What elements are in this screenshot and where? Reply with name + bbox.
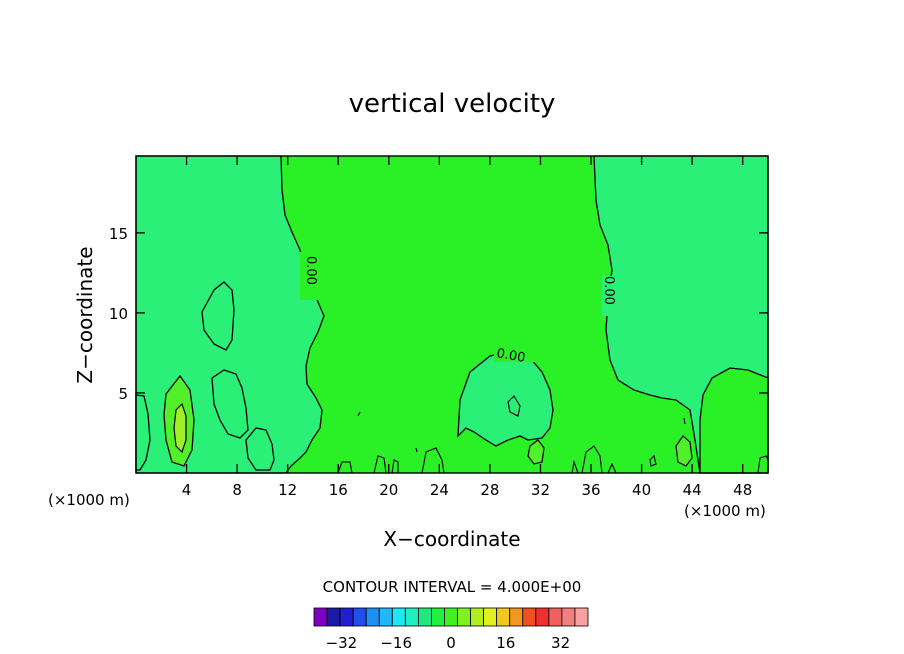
colorbar-swatch	[535, 607, 550, 627]
colorbar	[313, 607, 589, 627]
colorbar-swatch	[561, 607, 576, 627]
colorbar-swatch	[404, 607, 419, 627]
surface-cells	[337, 395, 769, 474]
colorbar-tick-label: 32	[551, 634, 570, 652]
contour-labels: 0.00 0.00 0.00	[300, 252, 622, 366]
plot-area: 0.00 0.00 0.00	[135, 155, 769, 474]
surface-cell	[757, 455, 769, 474]
x-tick-label: 32	[531, 481, 550, 499]
colorbar-swatch	[352, 607, 367, 627]
x-tick-label: 36	[581, 481, 600, 499]
x-tick-label: 12	[278, 481, 297, 499]
surface-cell	[581, 445, 603, 474]
colorbar-ticks: −32 −16 0 16 32	[326, 634, 571, 652]
colorbar-swatch	[378, 607, 393, 627]
colorbar-swatch	[313, 607, 328, 627]
y-axis-label: Z−coordinate	[73, 246, 97, 383]
y-axis: 5 10 15	[109, 225, 768, 403]
contour-interval-text: CONTOUR INTERVAL = 4.000E+00	[323, 578, 582, 596]
x-tick-label: 20	[379, 481, 398, 499]
colorbar-swatch	[326, 607, 341, 627]
x-unit-left: (×1000 m)	[48, 491, 130, 509]
colorbar-tick-label: 0	[446, 634, 456, 652]
colorbar-swatch	[509, 607, 524, 627]
colorbar-swatch	[339, 607, 354, 627]
colorbar-tick-label: 16	[496, 634, 515, 652]
colorbar-swatch	[496, 607, 511, 627]
surface-cell	[683, 417, 686, 425]
colorbar-swatch	[470, 607, 485, 627]
colorbar-swatch	[431, 607, 445, 627]
colorbar-tick-label: −16	[380, 634, 412, 652]
negative-region-blob	[201, 281, 235, 351]
contour-label: 0.00	[601, 276, 616, 305]
colorbar-swatch	[417, 607, 432, 627]
surface-cell	[337, 461, 353, 474]
colorbar-swatch	[365, 607, 380, 627]
x-axis: 4 8 12 16 20 24 28 32 36 40 44 48	[182, 156, 752, 499]
x-tick-label: 28	[480, 481, 499, 499]
surface-cell	[373, 455, 387, 474]
negative-region-blob	[245, 427, 275, 471]
colorbar-swatch	[522, 607, 537, 627]
negative-region-middle	[457, 351, 554, 447]
x-tick-label: 24	[430, 481, 449, 499]
surface-cell	[571, 459, 579, 474]
colorbar-swatch	[574, 607, 589, 627]
surface-cell	[507, 395, 521, 417]
x-tick-label: 16	[329, 481, 348, 499]
positive-region-right-bump	[699, 367, 769, 474]
x-tick-label: 48	[733, 481, 752, 499]
x-tick-label: 44	[683, 481, 702, 499]
colorbar-swatch	[444, 607, 458, 627]
surface-cell	[649, 454, 657, 467]
x-tick-label: 4	[182, 481, 192, 499]
positive-region-middle	[527, 439, 545, 465]
x-unit-right: (×1000 m)	[684, 502, 766, 520]
positive-region-core	[173, 402, 187, 454]
y-tick-label: 15	[109, 225, 128, 243]
x-tick-label: 8	[232, 481, 242, 499]
colorbar-swatch	[483, 607, 498, 627]
colorbar-swatch	[548, 607, 563, 627]
y-tick-label: 10	[109, 305, 128, 323]
y-tick-label: 5	[118, 385, 128, 403]
surface-cell	[421, 447, 445, 474]
surface-cell	[391, 459, 399, 474]
x-axis-label: X−coordinate	[383, 527, 520, 551]
negative-region-blob	[211, 369, 249, 439]
surface-cell	[607, 462, 617, 474]
colorbar-swatch	[457, 607, 471, 627]
colorbar-swatch	[391, 607, 406, 627]
surface-cell	[415, 447, 418, 453]
colorbar-tick-label: −32	[326, 634, 358, 652]
positive-region-right	[675, 435, 693, 467]
x-tick-label: 40	[632, 481, 651, 499]
surface-cell	[357, 411, 361, 417]
chart-title: vertical velocity	[349, 89, 556, 119]
contour-label: 0.00	[303, 256, 318, 285]
plot-frame	[135, 155, 769, 474]
contour-label: 0.00	[495, 346, 526, 366]
